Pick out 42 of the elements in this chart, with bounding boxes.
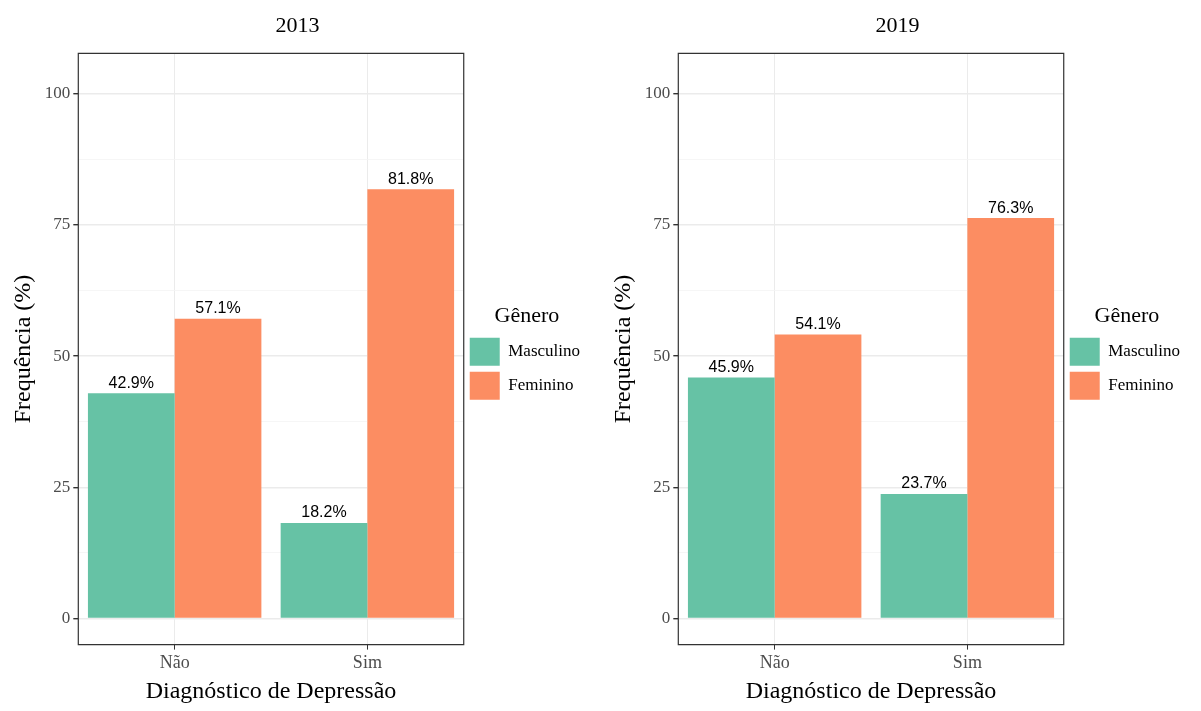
x-tick-label: Não [759,652,790,673]
data-label: 57.1% [195,299,241,317]
x-axis-title: Diagnóstico de Depressão [745,676,997,703]
legend-label: Feminino [508,375,574,395]
x-axis-title: Diagnóstico de Depressão [145,676,397,703]
data-label: 45.9% [708,358,754,375]
data-label: 42.9% [108,373,154,391]
data-label: 18.2% [301,503,347,521]
legend-title: Gênero [1094,302,1160,328]
legend-label: Masculino [1108,341,1181,361]
y-tick-label: 50 [53,345,71,365]
x-tick-label: Sim [952,652,982,673]
data-label: 81.8% [388,169,434,187]
bar [774,334,862,618]
data-label: 54.1% [795,314,841,332]
y-tick-label: 0 [661,607,671,627]
y-axis-title: Frequência (%) [608,274,635,424]
bar [174,318,262,618]
y-tick-label: 100 [44,83,71,103]
y-tick-label: 75 [53,214,71,234]
bar [280,522,368,618]
legend-label: Masculino [508,341,581,361]
data-label: 76.3% [988,198,1034,216]
legend-label: Feminino [1108,375,1174,395]
bar [880,494,968,618]
legend-title: Gênero [494,302,560,328]
y-tick-label: 25 [653,476,671,496]
y-tick-label: 100 [644,83,671,103]
bar [687,377,775,618]
bar [87,393,175,618]
y-tick-label: 25 [53,476,71,496]
y-axis-title: Frequência (%) [8,274,35,424]
y-tick-label: 75 [653,214,671,234]
x-tick-label: Sim [352,652,382,673]
bar [967,218,1055,618]
bar [367,189,455,618]
y-tick-label: 0 [61,607,71,627]
chart-title: 2013 [275,11,320,37]
chart-title: 2019 [875,11,920,37]
y-tick-label: 50 [653,345,671,365]
x-tick-label: Não [159,652,190,673]
data-label: 23.7% [901,474,947,492]
